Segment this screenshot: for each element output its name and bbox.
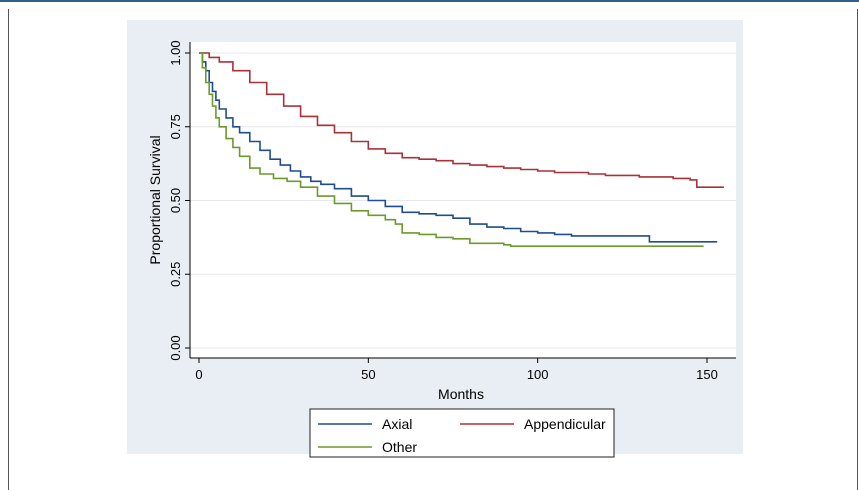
series-lines: [199, 52, 724, 247]
series-line-appendicular: [199, 52, 724, 188]
x-tick-label: 100: [527, 367, 549, 382]
y-tick-label: 0.00: [168, 335, 183, 360]
y-tick-label: 1.00: [168, 40, 183, 65]
legend-label-other: Other: [382, 439, 417, 455]
legend-box: [309, 408, 615, 458]
x-axis-ticks: 0 50 100 150: [195, 358, 718, 382]
y-axis-ticks: 0.00 0.25 0.50 0.75 1.00: [168, 40, 190, 361]
figure-frame: [8, 9, 858, 490]
x-axis-title: Months: [438, 386, 484, 402]
series-line-other: [199, 52, 704, 247]
legend: Axial Appendicular Other: [318, 416, 606, 455]
grid-lines: [190, 52, 736, 349]
y-tick-label: 0.25: [168, 262, 183, 287]
x-tick-label: 150: [696, 367, 718, 382]
legend-label-axial: Axial: [382, 416, 412, 432]
y-axis-title: Proportional Survival: [147, 135, 163, 264]
series-line-axial: [199, 52, 718, 243]
y-tick-label: 0.50: [168, 188, 183, 213]
top-rule: [0, 0, 859, 2]
legend-label-appendicular: Appendicular: [524, 416, 606, 432]
x-tick-label: 0: [195, 367, 202, 382]
y-tick-label: 0.75: [168, 114, 183, 139]
x-tick-label: 50: [361, 367, 375, 382]
